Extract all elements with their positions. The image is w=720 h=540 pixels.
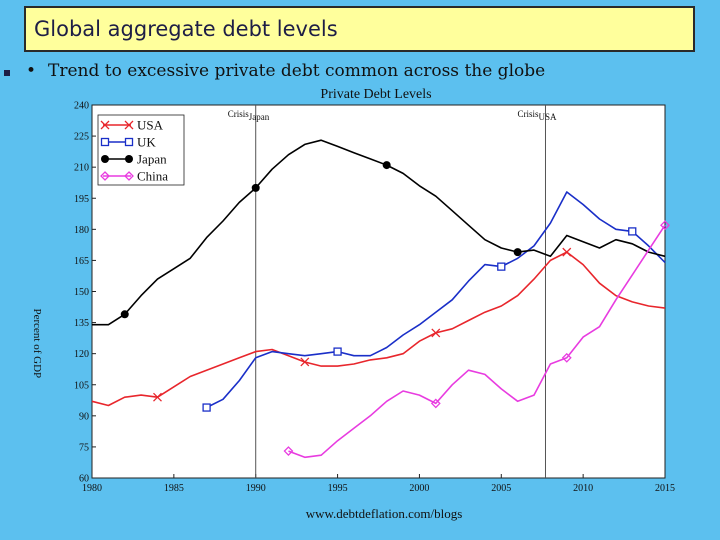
chart-title: Private Debt Levels [320, 87, 431, 102]
point-japan [382, 161, 391, 170]
point-japan [513, 248, 522, 257]
point-usa [153, 392, 162, 402]
x-tick-label: 2010 [573, 483, 593, 494]
point-china [660, 220, 670, 231]
series-line-china [288, 224, 666, 459]
x-tick-label: 2005 [491, 483, 511, 494]
series-line-uk [206, 191, 666, 409]
point-uk [497, 262, 506, 271]
series-line-japan [92, 139, 666, 326]
crisis-label: CrisisUSA [517, 109, 557, 122]
point-china [283, 446, 294, 456]
x-tick-label: 1990 [246, 483, 266, 494]
point-china [561, 352, 572, 363]
bullet-text: Trend to excessive private debt common a… [48, 61, 546, 81]
bullet-line: • Trend to excessive private debt common … [26, 61, 545, 81]
point-japan [120, 310, 129, 319]
x-tick-label: 1980 [82, 483, 102, 494]
y-tick-label: 75 [79, 442, 89, 453]
y-tick-label: 210 [74, 163, 89, 174]
point-uk [333, 347, 342, 356]
legend-label-usa: USA [137, 118, 164, 133]
x-tick-label: 1995 [328, 483, 348, 494]
legend-marker-uk [124, 137, 134, 147]
source-caption: www.debtdeflation.com/blogs [306, 506, 463, 521]
legend-marker-uk [100, 137, 110, 147]
point-japan [251, 183, 260, 192]
legend-marker-china [124, 171, 134, 181]
legend-marker-japan [101, 155, 109, 163]
legend-box [97, 114, 185, 186]
point-usa [562, 247, 572, 257]
x-tick-label: 2015 [655, 483, 675, 494]
title-box: Global aggregate debt levels [24, 6, 695, 52]
point-uk [628, 227, 637, 236]
point-usa [300, 357, 310, 367]
legend-marker-usa [124, 120, 134, 130]
y-tick-label: 180 [74, 225, 89, 236]
legend-label-uk: UK [137, 135, 156, 150]
y-tick-label: 60 [79, 474, 89, 485]
legend-marker-china [100, 171, 110, 181]
y-tick-label: 135 [74, 318, 89, 329]
y-tick-label: 150 [74, 287, 89, 298]
legend-label-china: China [137, 169, 168, 184]
y-tick-label: 225 [74, 132, 89, 143]
y-tick-label: 240 [74, 101, 89, 112]
point-china [430, 398, 441, 409]
y-tick-label: 105 [74, 380, 89, 391]
y-tick-label: 120 [74, 349, 89, 360]
x-tick-label: 2000 [409, 483, 429, 494]
legend-marker-usa [100, 120, 110, 130]
slide-title: Global aggregate debt levels [34, 17, 338, 41]
y-tick-label: 90 [79, 411, 89, 422]
plot-area [91, 104, 666, 479]
legend-marker-japan [125, 155, 133, 163]
y-axis-label: Percent of GDP [31, 308, 43, 378]
y-tick-label: 165 [74, 256, 89, 267]
x-tick-label: 1985 [164, 483, 184, 494]
corner-bullet-marker [4, 70, 10, 76]
y-tick-label: 195 [74, 194, 89, 205]
crisis-label: CrisisJapan [228, 109, 270, 122]
bullet-dot-icon: • [26, 61, 37, 81]
legend-label-japan: Japan [137, 152, 167, 167]
point-usa [431, 328, 441, 338]
point-uk [202, 403, 211, 412]
